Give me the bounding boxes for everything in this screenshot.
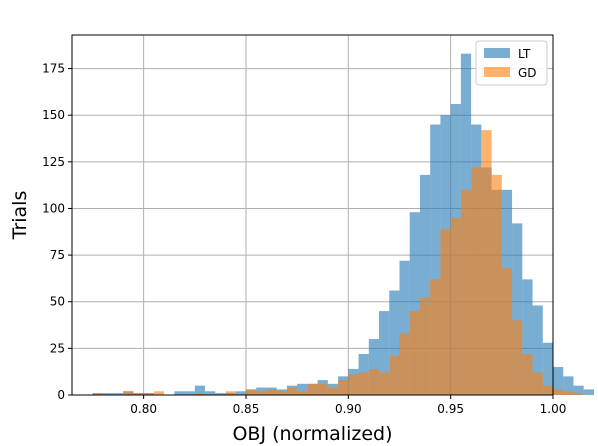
bar-lt (512, 223, 523, 395)
bar-gd (471, 167, 482, 395)
bar-gd (563, 391, 574, 395)
axis-ticks: 0.80 0.85 0.90 0.95 1.00 0 25 50 75 100 125 150 175 (42, 62, 566, 416)
x-tick-label: 0.95 (437, 402, 464, 416)
bar-lt (297, 383, 308, 395)
bar-gd (399, 333, 410, 395)
legend-swatch-lt (484, 48, 510, 58)
bar-lt (553, 367, 564, 395)
bar-gd (153, 391, 165, 395)
bar-lt (102, 393, 113, 395)
bar-gd (338, 380, 349, 395)
plot-area-frame (71, 34, 554, 396)
bar-lt (542, 342, 553, 395)
bar-lt (522, 279, 533, 395)
bar-gd (542, 385, 553, 395)
bar-lt (205, 391, 216, 395)
bar-lt (174, 391, 185, 395)
bar-gd (358, 372, 369, 395)
y-tick-label: 100 (42, 201, 65, 215)
bar-gd (440, 228, 451, 395)
bar-lt (215, 393, 226, 395)
bar-gd (573, 393, 584, 395)
y-tick-label: 125 (42, 155, 65, 169)
bar-gd (245, 389, 257, 395)
bar-gd (133, 393, 144, 395)
x-axis-label: OBJ (normalized) (232, 423, 392, 445)
bar-gd (481, 130, 492, 396)
bar-gd (123, 391, 134, 395)
legend-label-gd: GD (518, 66, 537, 80)
bar-gd (450, 217, 461, 395)
bar-lt (389, 290, 400, 395)
bar-gd (379, 372, 390, 395)
bar-lt (184, 391, 195, 395)
bar-gd (286, 387, 298, 395)
bar-gd (419, 298, 431, 395)
y-tick-label: 75 (50, 248, 65, 262)
histogram-bars (92, 53, 594, 396)
bar-gd (307, 383, 318, 395)
x-tick-label: 0.90 (335, 402, 362, 416)
y-tick-label: 175 (42, 62, 65, 76)
legend-swatch-gd (484, 67, 510, 77)
y-tick-label: 150 (42, 108, 65, 122)
legend-label-lt: LT (518, 47, 531, 61)
bar-gd (409, 311, 420, 395)
x-tick-label: 0.80 (130, 402, 157, 416)
bar-lt (573, 385, 584, 395)
bar-lt (368, 339, 380, 395)
bar-lt (379, 311, 390, 395)
bar-lt (419, 174, 431, 395)
bar-gd (368, 368, 380, 395)
y-axis-label: Trials (9, 191, 31, 241)
bar-gd (327, 387, 339, 395)
bar-gd (522, 353, 533, 395)
bar-lt (430, 124, 441, 395)
bar-gd (194, 393, 206, 395)
bar-gd (225, 391, 236, 395)
y-tick-label: 25 (50, 341, 65, 355)
bar-gd (266, 389, 277, 395)
bar-gd (276, 391, 287, 395)
bar-gd (512, 320, 523, 395)
bar-gd (297, 391, 308, 395)
bar-gd (348, 374, 359, 395)
x-tick-label: 1.00 (540, 402, 567, 416)
bar-gd (553, 389, 564, 395)
bar-gd (92, 393, 103, 395)
bar-gd (501, 268, 513, 395)
bar-gd (491, 174, 502, 395)
bar-lt (194, 385, 206, 395)
bar-gd (256, 391, 267, 395)
bar-lt (532, 305, 543, 395)
bar-gd (460, 189, 472, 395)
x-tick-label: 0.85 (233, 402, 260, 416)
bar-lt (399, 260, 410, 395)
bar-lt (235, 391, 246, 395)
bar-lt (112, 393, 124, 395)
bar-gd (532, 372, 543, 395)
bar-lt (563, 376, 574, 395)
y-tick-label: 50 (50, 295, 65, 309)
bar-gd (317, 383, 328, 395)
bar-lt (409, 212, 420, 395)
bar-gd (143, 393, 154, 395)
y-tick-label: 0 (57, 388, 65, 402)
bar-gd (430, 279, 441, 395)
bar-lt (256, 387, 267, 395)
bar-gd (389, 355, 400, 395)
bar-lt (583, 389, 594, 395)
legend: LT GD (475, 40, 548, 86)
